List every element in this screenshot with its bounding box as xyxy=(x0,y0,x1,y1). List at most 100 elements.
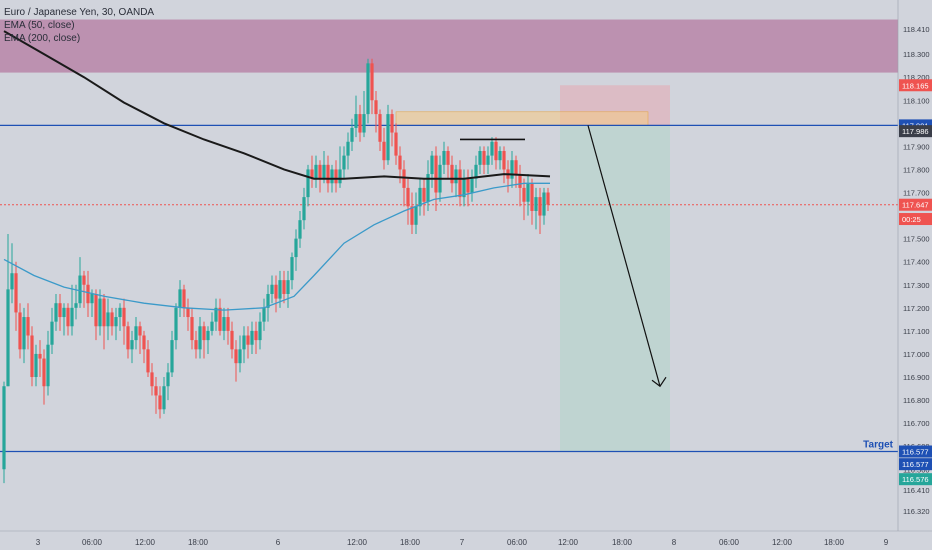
candle-body xyxy=(470,178,474,193)
level-lines-layer xyxy=(0,124,898,453)
candle-body xyxy=(138,326,142,336)
candle-body xyxy=(270,284,274,294)
candle-body xyxy=(18,312,22,350)
candle-body xyxy=(170,340,174,373)
candle-body xyxy=(542,192,546,216)
candle-body xyxy=(254,330,258,341)
price-tag-label: 117.647 xyxy=(902,201,929,210)
candle-body xyxy=(298,220,302,239)
candle-body xyxy=(10,273,14,290)
candle-body xyxy=(2,386,6,470)
candle-body xyxy=(246,335,250,345)
candle-body xyxy=(306,169,310,198)
resistance-zone xyxy=(0,19,898,73)
candle-body xyxy=(238,349,242,364)
candle-body xyxy=(142,335,146,350)
candle-body xyxy=(490,141,494,156)
candle-body xyxy=(174,307,178,341)
candle-body xyxy=(86,284,90,304)
time-tick-label: 12:00 xyxy=(558,538,579,547)
candle-body xyxy=(110,312,114,327)
time-tick-label: 06:00 xyxy=(719,538,740,547)
candle-body xyxy=(274,284,278,299)
candle-body xyxy=(262,307,266,322)
candle-body xyxy=(534,197,538,211)
candle-body xyxy=(182,289,186,308)
candle-body xyxy=(334,169,338,184)
candle-body xyxy=(202,326,206,341)
candle-body xyxy=(430,155,434,175)
price-tick-label: 117.200 xyxy=(903,304,930,313)
candle-body xyxy=(162,386,166,410)
candle-body xyxy=(342,155,346,170)
candle-body xyxy=(258,321,262,341)
price-tag-label: 116.576 xyxy=(902,475,929,484)
candle-body xyxy=(442,150,446,165)
candle-body xyxy=(74,303,78,308)
candle-body xyxy=(546,192,550,205)
candle-body xyxy=(78,275,82,304)
candle-body xyxy=(66,307,70,327)
ema200-line xyxy=(3,30,551,180)
price-tick-label: 116.800 xyxy=(903,396,930,405)
candle-body xyxy=(50,321,54,345)
candle-body xyxy=(502,150,506,170)
price-tag xyxy=(899,213,932,226)
candle-body xyxy=(94,293,98,327)
candle-body xyxy=(206,330,210,341)
candle-body xyxy=(526,183,530,202)
time-tick-label: 06:00 xyxy=(507,538,528,547)
time-tick-label: 18:00 xyxy=(400,538,421,547)
take-profit-zone xyxy=(560,125,670,452)
candle-body xyxy=(154,386,158,396)
candle-body xyxy=(54,303,58,322)
ema50-line xyxy=(3,182,550,311)
candle-body xyxy=(362,114,366,133)
candle-body xyxy=(378,114,382,142)
candle-body xyxy=(214,307,218,322)
candle-body xyxy=(114,317,118,327)
price-tick-label: 116.700 xyxy=(903,419,930,428)
candle-body xyxy=(14,273,18,313)
candle-body xyxy=(454,169,458,184)
price-tick-label: 118.410 xyxy=(903,25,930,34)
candle-body xyxy=(102,298,106,327)
time-tick-label: 9 xyxy=(884,538,889,547)
candle-body xyxy=(462,178,466,198)
price-tag-label: 117.986 xyxy=(902,127,929,136)
candle-body xyxy=(198,326,202,350)
candle-body xyxy=(450,164,454,184)
price-tick-label: 117.900 xyxy=(903,142,930,151)
price-tick-label: 117.800 xyxy=(903,165,930,174)
candle-body xyxy=(466,178,470,193)
time-tick-label: 7 xyxy=(460,538,465,547)
candle-body xyxy=(354,114,358,128)
candle-body xyxy=(146,349,150,373)
price-tick-label: 118.100 xyxy=(903,96,930,105)
price-tick-label: 118.200 xyxy=(903,73,930,82)
target-label: Target xyxy=(863,440,893,451)
candle-body xyxy=(42,358,46,387)
symbol-title: Euro / Japanese Yen, 30, OANDA xyxy=(4,7,155,18)
candle-body xyxy=(374,100,378,115)
ema-layer xyxy=(3,30,551,311)
time-tick-label: 18:00 xyxy=(612,538,633,547)
candle-body xyxy=(422,187,426,202)
candle-body xyxy=(190,317,194,341)
candle-body xyxy=(186,307,190,318)
candle-body xyxy=(434,155,438,193)
price-tick-label: 117.400 xyxy=(903,258,930,267)
price-tick-label: 116.320 xyxy=(903,507,930,516)
candle-body xyxy=(222,317,226,331)
candle-body xyxy=(26,317,30,336)
candle-body xyxy=(118,307,122,318)
time-tick-label: 12:00 xyxy=(772,538,793,547)
candle-body xyxy=(314,164,318,179)
price-tag xyxy=(899,445,932,458)
price-tag xyxy=(899,458,932,471)
price-tick-label: 117.100 xyxy=(903,327,930,336)
candle-body xyxy=(194,340,198,350)
